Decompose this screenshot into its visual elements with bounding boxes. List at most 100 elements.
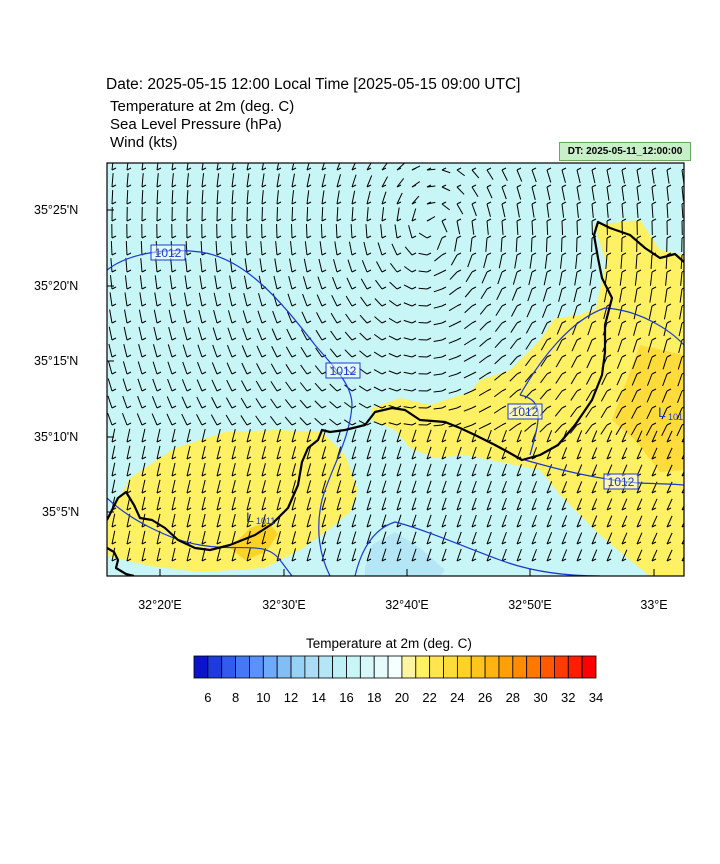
wind-barb xyxy=(336,163,341,171)
wind-barb-feather xyxy=(171,524,177,528)
wind-barb xyxy=(154,275,158,290)
wind-barb xyxy=(330,312,338,324)
wind-barb-feather xyxy=(561,524,567,528)
colorbar-swatch xyxy=(540,655,555,679)
wind-barb xyxy=(479,322,488,331)
wind-barb-feather xyxy=(561,422,567,426)
wind-barb xyxy=(576,498,583,511)
wind-barb xyxy=(574,271,578,286)
wind-barb-feather xyxy=(216,473,222,477)
wind-barb xyxy=(169,292,173,307)
wind-barb xyxy=(306,531,312,545)
wind-barb-feather xyxy=(381,303,387,307)
wind-barb xyxy=(456,220,461,235)
wind-barb-feather xyxy=(171,167,177,171)
wind-barb-feather xyxy=(216,422,222,426)
wind-barb xyxy=(524,424,533,432)
wind-barb xyxy=(261,463,266,477)
wind-barb xyxy=(524,373,533,383)
wind-barb xyxy=(546,220,549,235)
wind-barb-feather xyxy=(246,252,252,256)
wind-barb-feather xyxy=(411,507,417,511)
wind-barb xyxy=(539,424,548,433)
wind-barb-feather xyxy=(396,558,402,562)
wind-barb xyxy=(199,258,203,273)
wind-barb-feather xyxy=(441,218,447,222)
wind-barb-feather xyxy=(351,218,357,222)
wind-barb xyxy=(543,271,548,286)
wind-barb xyxy=(464,322,473,330)
wind-barb xyxy=(391,243,398,256)
wind-barb-feather xyxy=(456,371,462,375)
wind-barb-feather xyxy=(171,422,177,426)
wind-barb xyxy=(274,258,278,273)
wind-barb xyxy=(231,547,236,562)
wind-barb-feather xyxy=(351,388,357,392)
wind-barb-feather xyxy=(201,269,207,273)
wind-barb-feather xyxy=(636,252,642,256)
wind-barb-feather xyxy=(411,405,417,409)
wind-barb-feather xyxy=(291,269,297,273)
wind-barb-feather xyxy=(396,473,402,477)
wind-barb xyxy=(321,497,327,511)
wind-barb-feather xyxy=(681,202,684,205)
wind-barb xyxy=(286,311,293,324)
wind-barb-feather xyxy=(246,167,252,171)
wind-barb-feather xyxy=(576,524,582,528)
wind-barb-feather xyxy=(636,235,642,239)
wind-barb-feather xyxy=(381,524,387,528)
wind-barb xyxy=(316,294,323,307)
wind-barb-feather xyxy=(621,507,627,511)
wind-barb xyxy=(646,373,653,386)
wind-barb-feather xyxy=(231,218,237,222)
wind-barb-feather xyxy=(501,201,507,205)
wind-barb-feather xyxy=(186,524,192,528)
wind-barb xyxy=(260,241,263,256)
wind-barb xyxy=(561,532,568,545)
wind-barb xyxy=(516,430,522,443)
wind-barb xyxy=(615,407,623,419)
wind-barb-feather xyxy=(516,354,522,358)
wind-barb-feather xyxy=(231,439,237,443)
wind-barb-feather xyxy=(636,388,642,392)
wind-barb-feather xyxy=(561,558,567,562)
wind-barb-feather xyxy=(411,252,417,256)
wind-barb xyxy=(463,424,473,429)
wind-barb-feather xyxy=(276,490,282,494)
colorbar-swatch xyxy=(554,655,569,679)
wind-barb xyxy=(636,186,640,201)
wind-barb xyxy=(486,463,492,477)
lat-label: 35°15'N xyxy=(34,354,79,368)
wind-barb-feather xyxy=(591,303,597,307)
wind-barb xyxy=(299,382,308,392)
wind-barb-feather xyxy=(366,524,372,528)
wind-barb-feather xyxy=(426,541,432,545)
wind-barb xyxy=(621,447,628,460)
wind-barb-feather xyxy=(471,456,477,460)
wind-barb xyxy=(666,515,673,528)
wind-barb xyxy=(363,241,368,256)
wind-barb-feather xyxy=(606,507,612,511)
wind-barb-feather xyxy=(201,235,207,239)
wind-barb-feather xyxy=(261,422,267,426)
wind-barb-feather xyxy=(486,524,492,528)
wind-barb-feather xyxy=(336,524,342,528)
wind-barb-feather xyxy=(606,218,612,222)
wind-barb xyxy=(486,203,491,217)
wind-barb-feather xyxy=(201,201,207,205)
wind-barb xyxy=(441,446,447,460)
colorbar-tick-label: 26 xyxy=(477,690,493,705)
wind-barb-feather xyxy=(171,558,177,562)
wind-barb xyxy=(483,254,488,268)
colorbar-swatch xyxy=(207,655,223,679)
wind-barb xyxy=(336,174,342,188)
wind-barb xyxy=(351,514,357,528)
wind-barb-feather xyxy=(156,371,162,375)
wind-barb xyxy=(618,305,623,320)
wind-barb-feather xyxy=(111,184,117,188)
wind-barb-feather xyxy=(411,269,417,273)
wind-barb-feather xyxy=(186,201,192,205)
wind-barb-feather xyxy=(561,541,567,545)
wind-barb xyxy=(366,497,372,511)
map-frame xyxy=(106,162,685,577)
